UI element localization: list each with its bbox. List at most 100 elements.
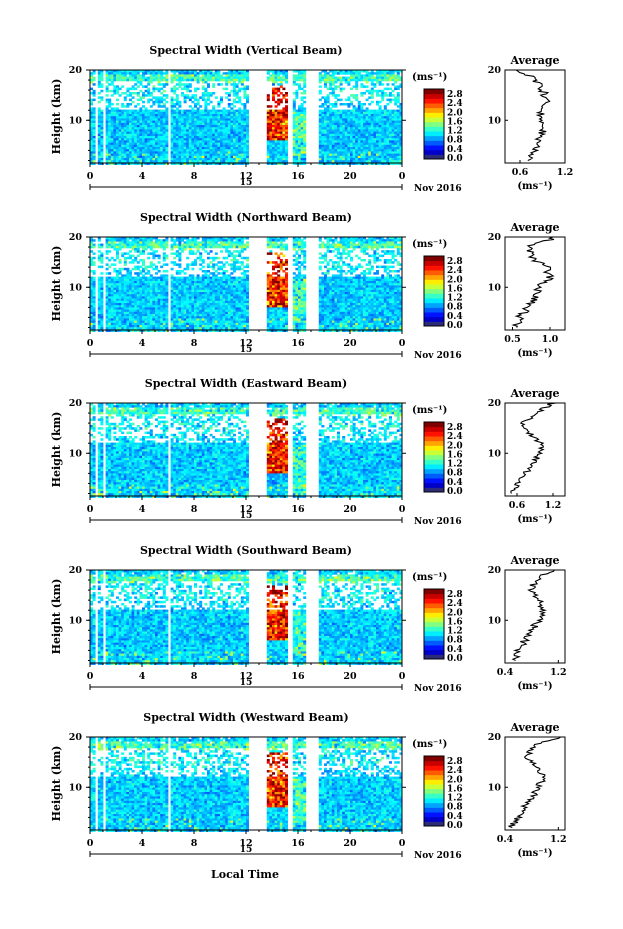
heatmap-cell — [212, 149, 216, 152]
heatmap-cell — [100, 259, 104, 262]
heatmap-cell — [118, 303, 122, 306]
heatmap-cell — [207, 144, 210, 148]
heatmap-cell — [285, 94, 288, 97]
heatmap-cell — [386, 116, 390, 119]
heatmap-cell — [126, 116, 130, 119]
heatmap-cell — [352, 109, 356, 113]
heatmap-cell — [350, 122, 353, 126]
heatmap-cell — [324, 140, 327, 143]
heatmap-cell — [152, 254, 156, 258]
heatmap-cell — [162, 276, 166, 280]
heatmap-cell — [118, 287, 122, 291]
heatmap-cell — [165, 294, 169, 297]
heatmap-cell — [90, 292, 93, 295]
heatmap-cell — [394, 149, 398, 152]
heatmap-cell — [347, 96, 351, 99]
heatmap-cell — [233, 140, 236, 143]
heatmap-cell — [339, 103, 343, 106]
heatmap-cell — [196, 160, 200, 163]
heatmap-cell — [134, 289, 138, 293]
heatmap-cell — [225, 118, 229, 121]
heatmap-cell — [129, 116, 132, 119]
heatmap-cell — [142, 311, 145, 315]
heatmap-cell — [165, 111, 169, 115]
heatmap-cell — [129, 131, 132, 135]
heatmap-cell — [136, 142, 140, 146]
heatmap-cell — [318, 149, 322, 152]
heatmap-cell — [331, 153, 335, 157]
heatmap-cell — [383, 76, 387, 80]
heatmap-cell — [110, 151, 114, 154]
heatmap-cell — [204, 120, 208, 124]
heatmap-cell — [373, 155, 377, 159]
heatmap-cell — [300, 116, 304, 119]
heatmap-cell — [178, 100, 182, 104]
heatmap-cell — [339, 111, 343, 115]
heatmap-cell — [131, 120, 135, 124]
heatmap-cell — [324, 114, 327, 117]
heatmap-cell — [339, 133, 343, 137]
heatmap-cell — [178, 243, 182, 247]
heatmap-cell — [194, 160, 197, 163]
heatmap-cell — [170, 105, 174, 108]
heatmap-cell — [365, 111, 369, 115]
heatmap-cell — [282, 96, 286, 99]
heatmap-cell — [352, 111, 356, 115]
heatmap-cell — [318, 138, 322, 141]
heatmap-cell — [222, 118, 226, 121]
heatmap-cell — [116, 270, 119, 273]
heatmap-cell — [105, 120, 109, 124]
heatmap-cell — [199, 155, 203, 159]
heatmap-cell — [334, 127, 338, 130]
heatmap-cell — [337, 120, 340, 124]
heatmap-cell — [378, 149, 382, 152]
heatmap-cell — [331, 111, 335, 115]
heatmap-cell — [149, 151, 153, 154]
heatmap-cell — [355, 136, 359, 139]
heatmap-cell — [240, 160, 244, 163]
heatmap-cell — [394, 133, 398, 137]
heatmap-cell — [178, 307, 182, 310]
heatmap-cell — [129, 241, 132, 244]
heatmap-cell — [90, 118, 93, 121]
heatmap-cell — [279, 78, 283, 82]
heatmap-cell — [238, 81, 242, 84]
heatmap-cell — [368, 89, 372, 93]
heatmap-cell — [235, 92, 239, 95]
heatmap-cell — [139, 70, 143, 73]
heatmap-cell — [178, 118, 182, 121]
heatmap-cell — [324, 109, 327, 113]
heatmap-cell — [298, 138, 301, 141]
heatmap-cell — [279, 81, 283, 84]
heatmap-cell — [370, 96, 374, 99]
heatmap-cell — [352, 116, 356, 119]
heatmap-cell — [363, 147, 366, 150]
heatmap-cell — [399, 160, 403, 163]
heatmap-cell — [116, 129, 119, 132]
heatmap-cell — [188, 114, 192, 117]
heatmap-cell — [92, 243, 96, 247]
heatmap-cell — [352, 125, 356, 128]
heatmap-cell — [230, 151, 234, 154]
heatmap-cell — [204, 140, 208, 143]
heatmap-cell — [298, 136, 301, 139]
heatmap-cell — [113, 76, 117, 80]
heatmap-cell — [92, 272, 96, 275]
heatmap-cell — [233, 131, 236, 135]
heatmap-cell — [134, 248, 138, 251]
heatmap-cell — [381, 78, 385, 82]
heatmap-cell — [113, 142, 117, 146]
heatmap-cell — [131, 155, 135, 159]
heatmap-cell — [365, 131, 369, 135]
heatmap-cell — [339, 142, 343, 146]
heatmap-cell — [118, 111, 122, 115]
heatmap-cell — [147, 289, 151, 293]
heatmap-cell — [207, 120, 210, 124]
heatmap-cell — [165, 278, 169, 282]
heatmap-cell — [92, 314, 96, 317]
heatmap-cell — [383, 136, 387, 139]
heatmap-cell — [399, 105, 403, 108]
heatmap-cell — [110, 278, 114, 282]
panel-title: Spectral Width (Vertical Beam) — [149, 44, 342, 57]
heatmap-cell — [352, 72, 356, 75]
